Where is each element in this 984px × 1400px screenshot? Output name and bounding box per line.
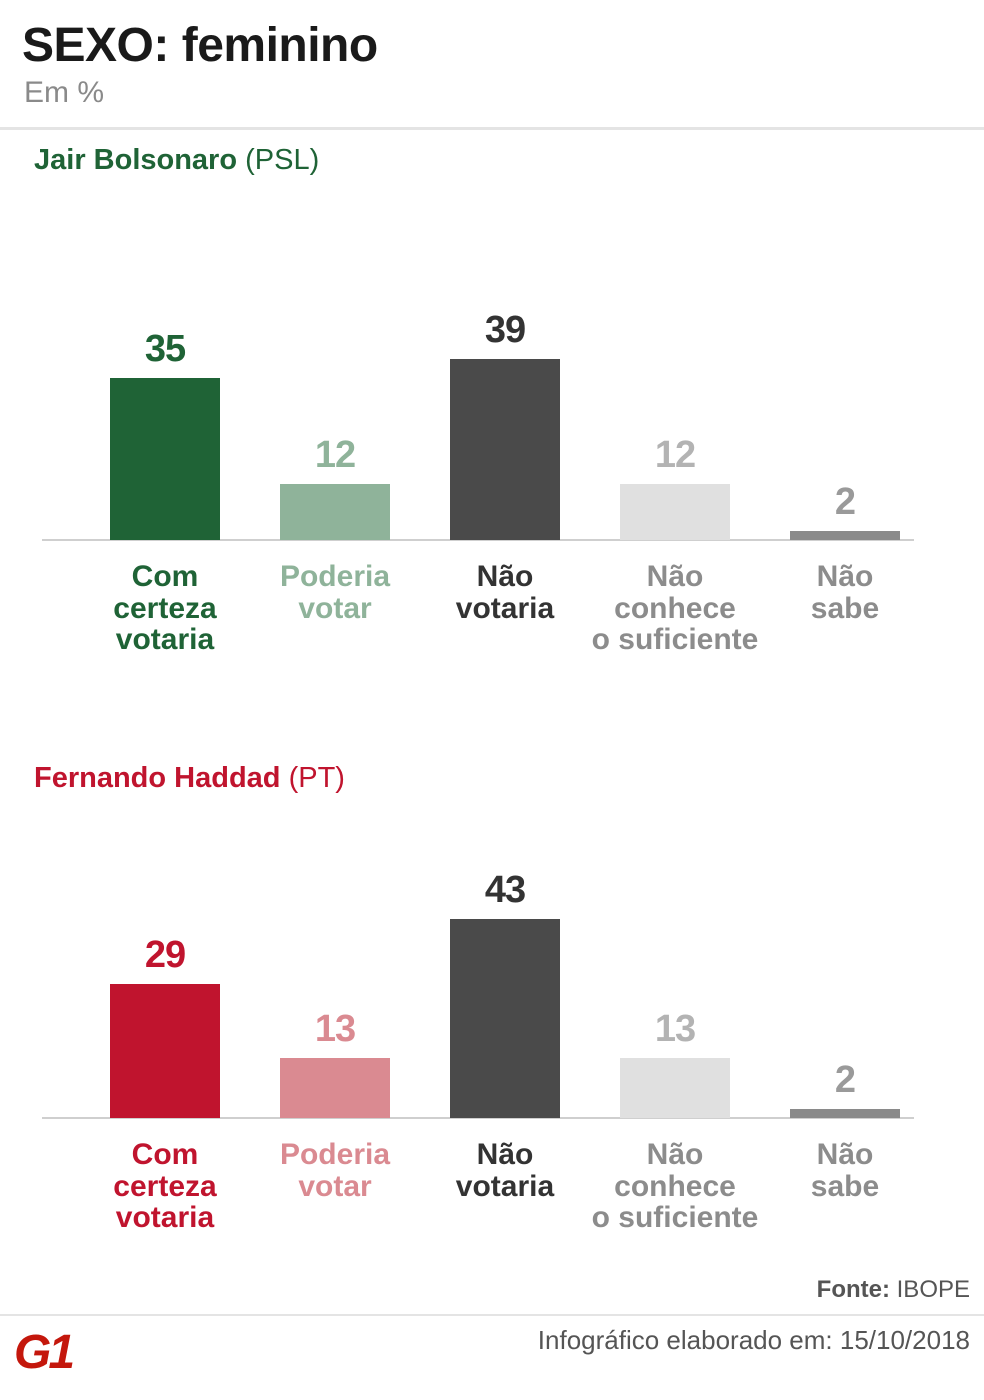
page-title: SEXO: feminino [22, 19, 378, 72]
page-subtitle: Em % [24, 76, 105, 109]
value-label-nao-conhece-o-suficiente: 13 [654, 1007, 696, 1050]
chart-heading-bolsonaro: Jair Bolsonaro (PSL) [34, 146, 319, 175]
chart-baseline [42, 539, 914, 541]
category-label-com-certeza-votaria: Com certeza votaria [113, 1138, 217, 1234]
bar-nao-sabe [790, 530, 900, 540]
bar-nao-conhece-o-suficiente [620, 1057, 730, 1118]
category-label-com-certeza-votaria: Com certeza votaria [113, 560, 217, 656]
value-label-nao-sabe: 2 [834, 480, 856, 523]
candidate-party: (PSL) [245, 144, 320, 176]
value-label-nao-votaria: 39 [484, 309, 526, 352]
candidate-name: Fernando Haddad [34, 762, 281, 794]
infographic-credit: Infográfico elaborado em: 15/10/2018 [537, 1325, 970, 1355]
category-label-poderia-votar: Poderia votar [279, 1138, 391, 1203]
source-note: Fonte: IBOPE [817, 1278, 970, 1302]
value-label-poderia-votar: 13 [314, 1007, 356, 1050]
category-label-nao-conhece-o-suficiente: Não conhece o suficiente [591, 1138, 759, 1234]
bar-poderia-votar [280, 484, 390, 540]
candidate-party: (PT) [288, 762, 345, 794]
value-label-com-certeza-votaria: 29 [144, 933, 186, 976]
source-label: Fonte: [816, 1276, 890, 1303]
header-divider [0, 127, 984, 130]
value-label-nao-sabe: 2 [834, 1058, 856, 1101]
bar-poderia-votar [280, 1057, 390, 1118]
bar-chart-haddad: 29 Com certeza votaria 13 Poderia votar 43 Nã… [0, 818, 984, 1238]
bar-nao-votaria [450, 918, 560, 1118]
chart-heading-haddad: Fernando Haddad (PT) [34, 764, 345, 793]
value-label-nao-conhece-o-suficiente: 12 [654, 434, 696, 477]
category-label-nao-sabe: Não sabe [810, 1138, 880, 1203]
value-label-nao-votaria: 43 [484, 868, 526, 911]
value-label-com-certeza-votaria: 35 [144, 327, 186, 370]
candidate-name: Jair Bolsonaro [34, 144, 238, 176]
category-label-nao-votaria: Não votaria [455, 560, 555, 625]
value-label-poderia-votar: 12 [314, 434, 356, 477]
source-name: IBOPE [896, 1276, 970, 1303]
footer-divider [0, 1314, 984, 1316]
bar-nao-conhece-o-suficiente [620, 484, 730, 540]
bar-com-certeza-votaria [110, 377, 220, 540]
bar-com-certeza-votaria [110, 983, 220, 1118]
category-label-nao-conhece-o-suficiente: Não conhece o suficiente [591, 560, 759, 656]
chart-baseline [42, 1117, 914, 1119]
category-label-nao-votaria: Não votaria [455, 1138, 555, 1203]
g1-logo: G1 [14, 1326, 75, 1379]
category-label-nao-sabe: Não sabe [810, 560, 880, 625]
bar-nao-sabe [790, 1108, 900, 1118]
category-label-poderia-votar: Poderia votar [279, 560, 391, 625]
bar-chart-bolsonaro: 35 Com certeza votaria 12 Poderia votar 39 Nã… [0, 240, 984, 660]
bar-nao-votaria [450, 359, 560, 540]
